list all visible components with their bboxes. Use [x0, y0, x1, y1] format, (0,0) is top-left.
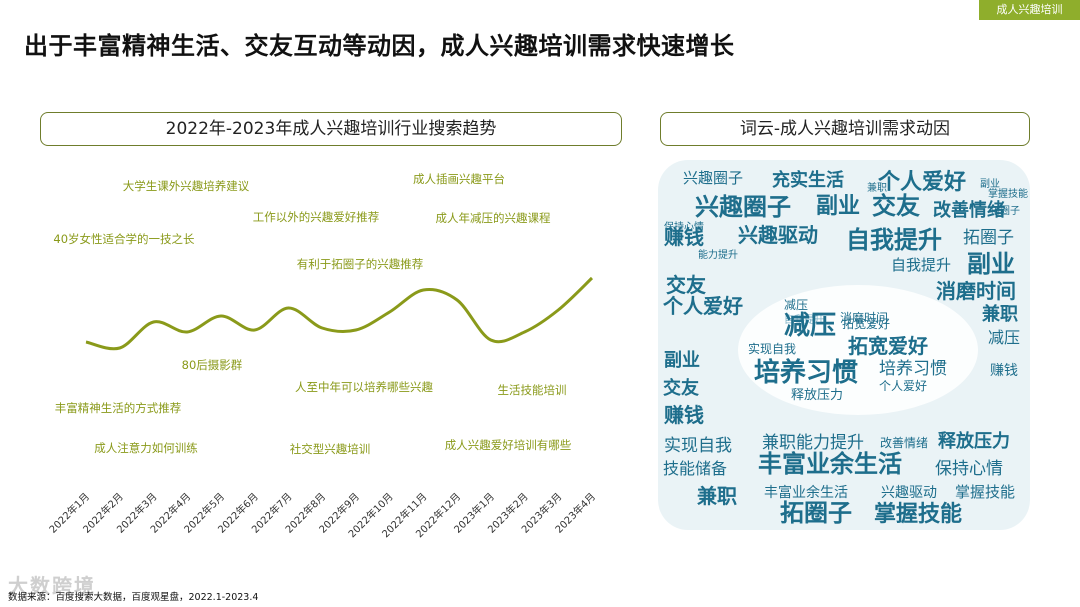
keyword-annotation: 成人插画兴趣平台	[413, 172, 505, 186]
cloud-word: 副业	[980, 178, 1000, 190]
cloud-word: 兴趣圈子	[683, 169, 743, 187]
cloud-word: 自我提升	[891, 256, 951, 274]
cloud-word: 兼职	[697, 484, 737, 508]
cloud-background	[658, 160, 1030, 530]
keyword-annotation: 80后摄影群	[182, 358, 243, 372]
cloud-word: 兼职	[982, 303, 1018, 325]
cloud-word: 丰富业余生活	[764, 484, 848, 501]
cloud-word: 改善情绪	[933, 199, 1005, 221]
cloud-word: 实现自我	[748, 341, 796, 356]
cloud-word: 自我提升	[846, 226, 942, 254]
keyword-annotation: 丰富精神生活的方式推荐	[55, 401, 182, 415]
cloud-shape	[738, 285, 978, 415]
watermark: 大数跨境	[8, 574, 96, 598]
cloud-word: 技能储备	[663, 459, 727, 478]
cloud-word: 兴趣驱动	[881, 485, 937, 501]
cloud-word: 消磨时间	[840, 311, 888, 325]
cloud-word: 丰富业余生活	[758, 450, 902, 478]
cloud-word: 掌握技能	[988, 187, 1028, 200]
cloud-word: 交友	[666, 273, 706, 297]
data-source: 数据来源：百度搜索大数据，百度观星盘，2022.1-2023.4	[8, 592, 259, 603]
cloud-word: 个人爱好	[879, 379, 927, 393]
keyword-annotation: 工作以外的兴趣爱好推荐	[253, 210, 380, 224]
cloud-word: 拓宽爱好	[842, 316, 890, 331]
cloud-word: 减压	[988, 328, 1020, 347]
cloud-word: 拓宽爱好	[848, 334, 928, 358]
cloud-word: 保持心情	[935, 459, 1003, 479]
cloud-word: 拓圈子	[963, 228, 1014, 248]
cloud-word: 充实生活	[772, 169, 844, 191]
keyword-annotation: 成人年减压的兴趣课程	[436, 211, 551, 225]
cloud-word: 赚钱	[663, 403, 704, 427]
cloud-word: 兴趣圈子	[695, 193, 791, 221]
cloud-word: 赚钱	[663, 225, 704, 249]
keyword-annotation: 社交型兴趣培训	[290, 442, 371, 456]
cloud-word: 掌握技能	[955, 483, 1015, 501]
cloud-word: 掌握技能	[874, 501, 962, 527]
cloud-word: 副业	[967, 250, 1015, 278]
cloud-word: 个人爱好	[662, 294, 743, 318]
keyword-annotation: 成人兴趣爱好培训有哪些	[445, 438, 572, 452]
cloud-word: 个人爱好	[878, 169, 966, 195]
cloud-word: 实现自我	[664, 436, 732, 456]
cloud-box-title: 词云-成人兴趣培训需求动因	[660, 112, 1030, 146]
chart-box-title: 2022年-2023年成人兴趣培训行业搜索趋势	[40, 112, 622, 146]
keyword-annotation: 人至中年可以培养哪些兴趣	[295, 380, 433, 394]
cloud-word: 兼职	[867, 181, 887, 194]
cloud-word: 培养习惯	[879, 359, 947, 379]
cloud-word: 能力提升	[698, 248, 738, 261]
cloud-word: 副业	[664, 350, 700, 371]
keyword-annotation: 成人注意力如何训练	[94, 441, 198, 455]
trend-line	[85, 276, 594, 351]
cloud-word: 保持心情	[664, 220, 704, 233]
cloud-word: 消磨时间	[936, 279, 1016, 303]
cloud-word: 拓圈子	[990, 205, 1020, 217]
cloud-word: 交友	[663, 377, 699, 399]
cloud-word: 释放压力	[938, 430, 1010, 452]
keyword-annotation: 有利于拓圈子的兴趣推荐	[297, 257, 424, 271]
keyword-annotation: 生活技能培训	[498, 383, 567, 397]
cloud-word: 改善情绪	[880, 435, 928, 450]
cloud-word: 副业	[816, 194, 860, 219]
cloud-word: 赚钱	[990, 363, 1018, 379]
cloud-word: 释放压力	[791, 388, 843, 403]
cloud-word: 培养习惯	[754, 357, 858, 388]
cloud-word: 拓圈子	[780, 499, 852, 527]
cloud-word: 减压	[784, 311, 836, 341]
keyword-annotation: 大学生课外兴趣培养建议	[123, 179, 250, 193]
page-title: 出于丰富精神生活、交友互动等动因，成人兴趣培训需求快速增长	[24, 32, 735, 60]
section-tag: 成人兴趣培训	[979, 0, 1080, 20]
trend-chart: 2022年1月2022年2月2022年3月2022年4月2022年5月2022年…	[46, 172, 598, 540]
keyword-annotation: 40岁女性适合学的一技之长	[53, 232, 195, 246]
cloud-word: 交友	[872, 192, 920, 220]
cloud-word: 兴趣驱动	[738, 223, 818, 247]
cloud-word: 减压	[784, 298, 808, 312]
cloud-word: 兼职能力提升	[762, 433, 864, 453]
cloud-word: 自我提升	[784, 313, 824, 326]
